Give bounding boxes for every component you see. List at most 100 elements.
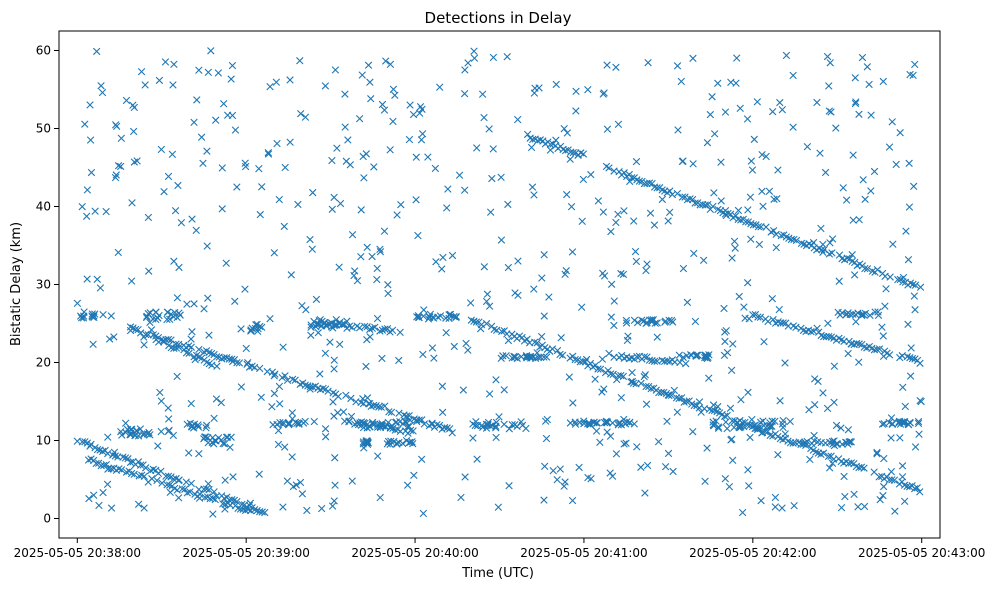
scatter-point-1697 [296, 57, 304, 65]
scatter-point-1378 [359, 152, 367, 161]
scatter-point-1166 [746, 433, 754, 442]
scatter-point-1494 [753, 98, 762, 106]
scatter-point-1264 [514, 257, 522, 265]
scatter-point-1343 [288, 453, 296, 461]
scatter-point-1627 [819, 248, 827, 257]
scatter-point-921 [651, 319, 659, 327]
scatter-point-1271 [530, 285, 538, 293]
scatter-point-1614 [654, 437, 663, 446]
scatter-point-561 [605, 349, 613, 358]
scatter-point-1434 [268, 403, 276, 411]
scatter-point-436 [709, 202, 717, 211]
scatter-point-488 [861, 264, 869, 273]
scatter-point-1622 [819, 389, 827, 397]
scatter-point-424 [678, 193, 687, 201]
scatter-point-1197 [459, 386, 468, 394]
scatter-point-1290 [410, 471, 418, 480]
scatter-point-281 [637, 379, 645, 388]
y-tick-label-4: 40 [36, 200, 51, 214]
scatter-point-145 [233, 359, 241, 367]
scatter-point-82 [158, 479, 166, 487]
scatter-point-1046 [270, 372, 278, 380]
scatter-point-680 [163, 315, 171, 324]
scatter-point-1630 [128, 199, 136, 207]
scatter-point-373 [913, 484, 921, 492]
scatter-point-770 [405, 422, 413, 431]
scatter-point-1270 [817, 224, 825, 233]
scatter-point-919 [638, 316, 646, 324]
scatter-point-814 [436, 312, 445, 320]
scatter-point-216 [182, 349, 191, 357]
scatter-point-1418 [460, 89, 469, 98]
scatter-point-57 [258, 508, 266, 516]
scatter-point-75 [127, 469, 136, 478]
scatter-point-1552 [879, 332, 887, 340]
scatter-point-175 [347, 394, 355, 403]
scatter-point-110 [246, 506, 255, 515]
scatter-point-1307 [317, 504, 326, 513]
scatter-point-1068 [309, 188, 317, 197]
scatter-point-647 [79, 314, 88, 322]
scatter-point-1683 [898, 473, 907, 481]
scatter-point-1729 [89, 340, 97, 349]
scatter-point-1255 [141, 81, 149, 89]
scatter-point-1597 [157, 145, 166, 154]
scatter-point-1435 [335, 263, 343, 271]
scatter-point-809 [383, 440, 392, 448]
scatter-point-229 [472, 318, 481, 326]
scatter-point-1076 [450, 342, 458, 351]
scatter-point-79 [140, 472, 148, 481]
scatter-point-1183 [740, 303, 748, 311]
scatter-point-1210 [87, 168, 96, 177]
scatter-point-1554 [774, 450, 782, 459]
scatter-point-778 [373, 421, 382, 429]
scatter-point-1300 [673, 62, 682, 70]
scatter-point-1393 [144, 213, 153, 222]
scatter-point-1304 [553, 476, 561, 484]
scatter-point-570 [633, 352, 641, 361]
scatter-point-1591 [607, 227, 615, 236]
scatter-point-942 [701, 353, 709, 362]
scatter-point-1137 [606, 469, 614, 477]
scatter-point-1457 [721, 206, 730, 215]
scatter-point-1150 [722, 418, 730, 426]
scatter-point-1546 [134, 500, 143, 508]
scatter-point-1734 [129, 101, 137, 109]
scatter-point-1257 [170, 257, 178, 265]
scatter-point-1383 [272, 78, 281, 86]
scatter-point-1337 [891, 507, 899, 515]
scatter-point-1495 [160, 187, 168, 196]
scatter-point-670 [164, 427, 173, 436]
scatter-point-399 [605, 164, 613, 172]
scatter-point-1470 [504, 200, 512, 209]
scatter-point-1261 [384, 281, 392, 289]
scatter-point-1070 [241, 285, 249, 293]
scatter-point-857 [542, 353, 551, 361]
scatter-points [73, 47, 925, 518]
scatter-point-1505 [489, 53, 498, 62]
scatter-point-1656 [779, 416, 787, 425]
scatter-point-1599 [603, 125, 612, 133]
scatter-point-1620 [848, 251, 856, 259]
scatter-point-1349 [428, 419, 436, 427]
scatter-point-1618 [333, 144, 341, 152]
scatter-point-434 [704, 200, 712, 209]
scatter-point-248 [533, 339, 541, 347]
scatter-point-1099 [690, 249, 698, 258]
scatter-point-1692 [298, 301, 306, 310]
scatter-point-1463 [203, 147, 211, 155]
scatter-point-724 [247, 327, 255, 335]
scatter-point-406 [628, 174, 636, 182]
scatter-point-1072 [339, 408, 348, 416]
scatter-point-6 [93, 445, 102, 454]
scatter-point-1140 [104, 433, 112, 441]
scatter-point-1324 [568, 248, 577, 256]
scatter-point-1704 [228, 111, 237, 120]
scatter-point-214 [175, 343, 183, 352]
scatter-point-1526 [482, 297, 491, 306]
scatter-point-1469 [642, 266, 650, 275]
scatter-point-1193 [382, 57, 390, 65]
scatter-point-1308 [670, 386, 679, 395]
scatter-point-1361 [879, 491, 887, 500]
scatter-point-1054 [556, 465, 564, 473]
